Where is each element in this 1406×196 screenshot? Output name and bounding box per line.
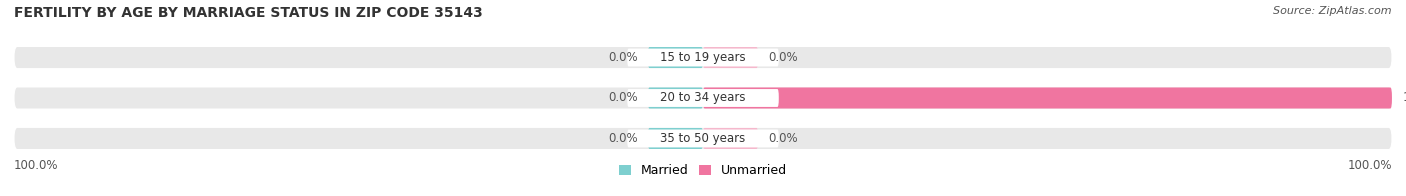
FancyBboxPatch shape	[648, 47, 703, 68]
Text: 100.0%: 100.0%	[14, 159, 59, 172]
FancyBboxPatch shape	[703, 47, 758, 68]
Text: 0.0%: 0.0%	[607, 132, 637, 145]
FancyBboxPatch shape	[627, 130, 779, 147]
Legend: Married, Unmarried: Married, Unmarried	[619, 164, 787, 177]
Text: 0.0%: 0.0%	[607, 92, 637, 104]
FancyBboxPatch shape	[703, 87, 1392, 109]
FancyBboxPatch shape	[14, 47, 1392, 68]
Text: Source: ZipAtlas.com: Source: ZipAtlas.com	[1274, 6, 1392, 16]
Text: 35 to 50 years: 35 to 50 years	[661, 132, 745, 145]
FancyBboxPatch shape	[14, 87, 1392, 109]
Text: 0.0%: 0.0%	[607, 51, 637, 64]
Text: 100.0%: 100.0%	[1402, 92, 1406, 104]
Text: 100.0%: 100.0%	[1347, 159, 1392, 172]
Text: 0.0%: 0.0%	[769, 132, 799, 145]
FancyBboxPatch shape	[703, 128, 758, 149]
FancyBboxPatch shape	[627, 89, 779, 107]
FancyBboxPatch shape	[648, 128, 703, 149]
Text: 15 to 19 years: 15 to 19 years	[661, 51, 745, 64]
Text: 0.0%: 0.0%	[769, 51, 799, 64]
FancyBboxPatch shape	[627, 49, 779, 66]
FancyBboxPatch shape	[648, 87, 703, 109]
Text: 20 to 34 years: 20 to 34 years	[661, 92, 745, 104]
Text: FERTILITY BY AGE BY MARRIAGE STATUS IN ZIP CODE 35143: FERTILITY BY AGE BY MARRIAGE STATUS IN Z…	[14, 6, 482, 20]
FancyBboxPatch shape	[14, 128, 1392, 149]
